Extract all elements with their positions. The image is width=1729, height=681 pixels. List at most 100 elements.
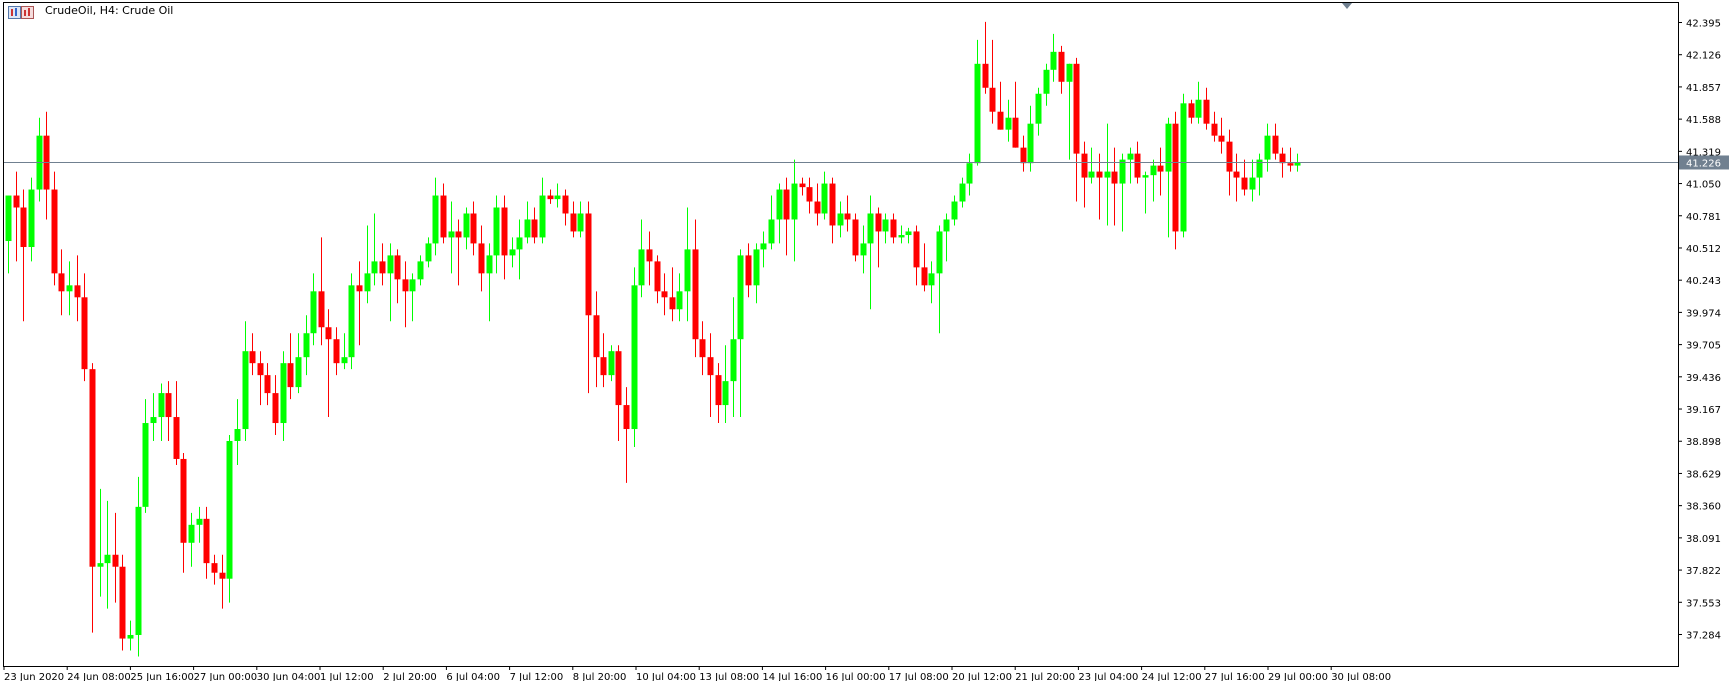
candle (142, 399, 149, 513)
candle-body (852, 219, 859, 256)
candle (333, 327, 340, 376)
candle (173, 381, 180, 465)
candle (310, 273, 317, 346)
candle (844, 195, 851, 232)
candle (1050, 33, 1057, 82)
candle (1043, 63, 1050, 106)
candle (127, 620, 134, 651)
candle (119, 554, 126, 651)
shift-marker-icon[interactable] (1342, 3, 1352, 9)
candle (295, 333, 302, 394)
candle-body (737, 255, 744, 340)
candle-body (1272, 135, 1279, 154)
candle (959, 177, 966, 208)
candle-body (1226, 141, 1233, 172)
candle (104, 500, 111, 609)
candle (1180, 93, 1187, 238)
candle (577, 201, 584, 238)
candle-body (997, 111, 1004, 130)
candle-body (127, 634, 134, 639)
candle (531, 207, 538, 244)
candle (1096, 153, 1103, 220)
candle-body (142, 423, 149, 507)
candle-body (547, 195, 554, 200)
candle (371, 213, 378, 286)
candle-body (692, 249, 699, 340)
candle (509, 237, 516, 268)
candle (74, 255, 81, 322)
candle-body (97, 563, 104, 567)
candle (1142, 171, 1149, 214)
candle (943, 213, 950, 262)
candle-body (165, 393, 172, 418)
candle (158, 383, 165, 441)
candle (791, 159, 798, 262)
candle-body (463, 213, 470, 238)
candle-body (524, 219, 531, 238)
candle (585, 201, 592, 394)
candle-body (1058, 51, 1065, 82)
candle (913, 225, 920, 286)
candle (547, 189, 554, 204)
candle-body (745, 255, 752, 286)
candle (425, 237, 432, 268)
candle (325, 309, 332, 418)
candle (486, 243, 493, 322)
candle-body (387, 255, 394, 274)
candle (776, 183, 783, 244)
candle (1058, 45, 1065, 94)
candle (463, 207, 470, 250)
candle-body (806, 187, 813, 202)
candle-body (539, 195, 546, 238)
candle (593, 291, 600, 388)
candle (196, 506, 203, 543)
candle (1035, 87, 1042, 136)
x-tick-label: 17 Jul 08:00 (889, 672, 949, 681)
y-tick-label: 42.395 (1686, 19, 1721, 30)
candle-body (1104, 171, 1111, 178)
candle (1233, 153, 1240, 202)
candle-body (776, 189, 783, 220)
y-tick-label: 41.319 (1686, 147, 1721, 158)
candle-body (753, 249, 760, 286)
candle (379, 243, 386, 286)
candle (257, 351, 264, 406)
candle-body (1150, 165, 1157, 176)
candle-body (760, 243, 767, 250)
candle-body (135, 506, 142, 635)
candle (570, 201, 577, 238)
candle (783, 177, 790, 256)
candle (936, 225, 943, 334)
candle-body (112, 554, 119, 567)
x-tick-label: 10 Jul 04:00 (636, 672, 696, 681)
x-tick-label: 7 Jul 12:00 (510, 672, 564, 681)
candle (1256, 153, 1263, 196)
y-tick-label: 41.857 (1686, 83, 1721, 94)
candle (432, 177, 439, 256)
candle (921, 243, 928, 292)
candle (890, 213, 897, 244)
x-tick-label: 14 Jul 16:00 (762, 672, 822, 681)
candle-body (264, 375, 271, 394)
candle (1165, 117, 1172, 238)
candle-body (58, 273, 65, 292)
candle-body (173, 417, 180, 459)
candle-body (1172, 123, 1179, 232)
candle (623, 387, 630, 483)
candle-body (791, 183, 798, 220)
candle (654, 255, 661, 304)
candle-body (921, 267, 928, 286)
candle (829, 177, 836, 244)
x-tick-label: 24 Jul 12:00 (1142, 672, 1202, 681)
candle-body (333, 339, 340, 364)
y-tick-label: 39.974 (1686, 308, 1721, 319)
candle (1195, 81, 1202, 124)
candle (753, 243, 760, 304)
candle-body (1203, 99, 1210, 124)
candle-body (1256, 159, 1263, 178)
candle-body (928, 273, 935, 286)
candle (1066, 63, 1073, 160)
candle-body (1088, 171, 1095, 178)
candle-body (486, 255, 493, 274)
